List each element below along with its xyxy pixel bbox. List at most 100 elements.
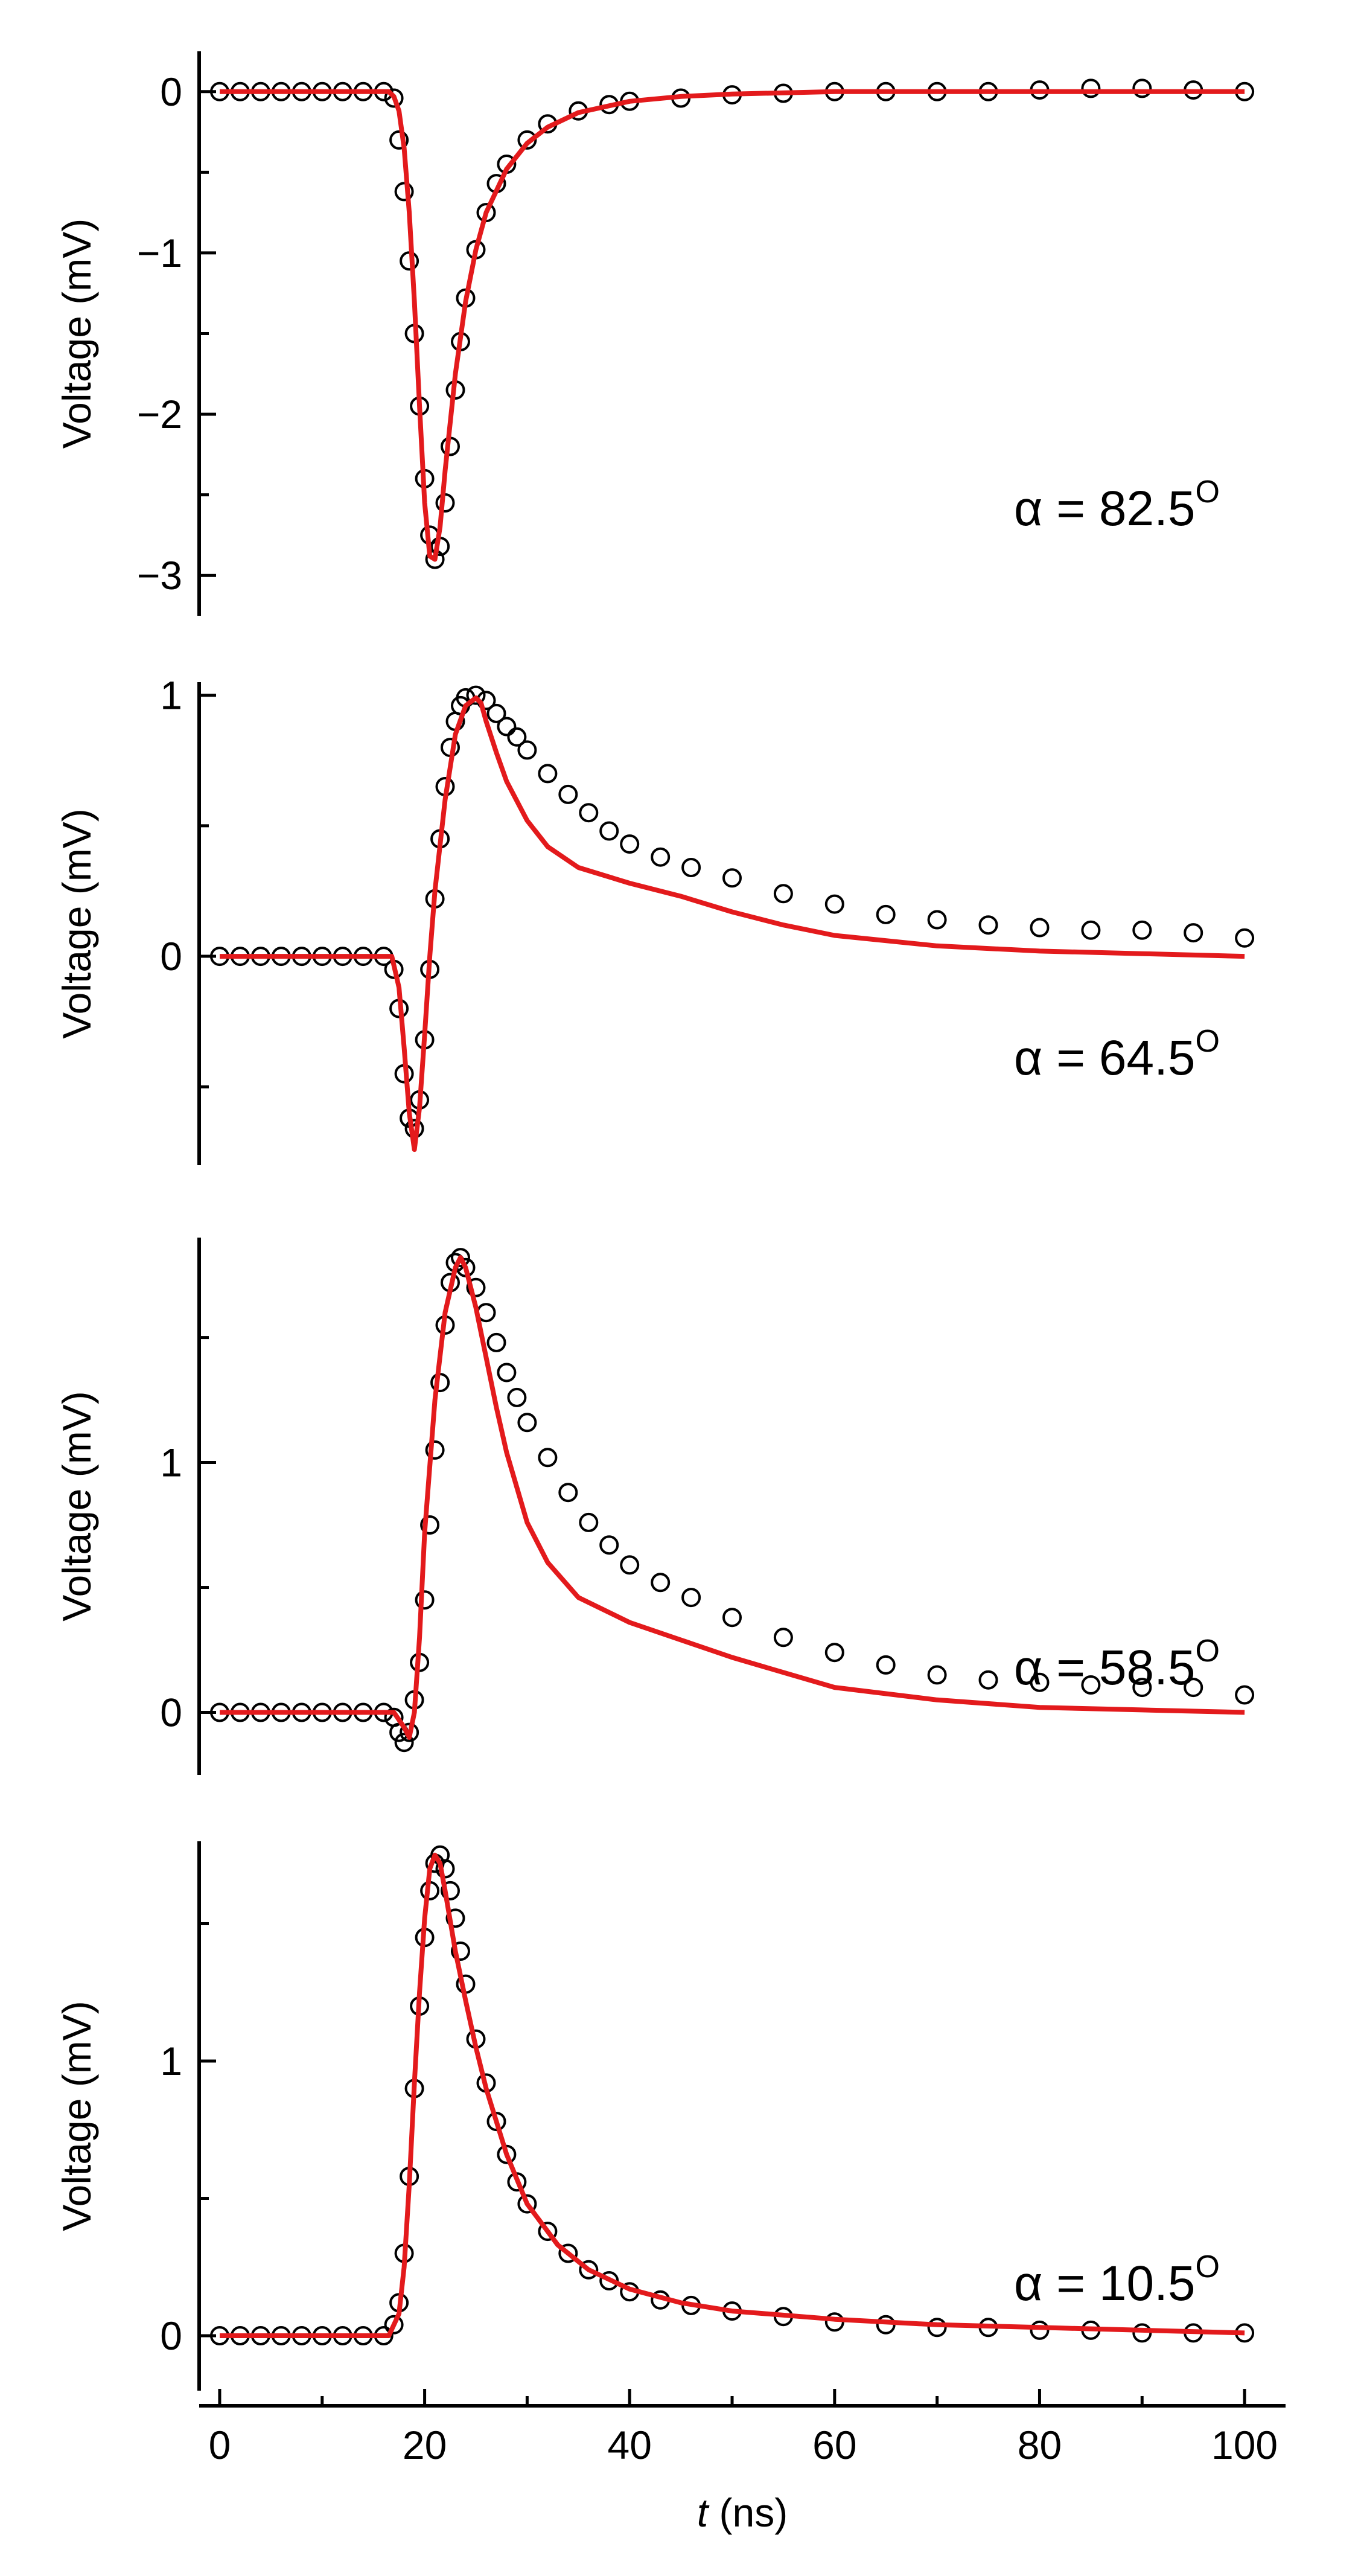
data-point <box>558 2243 578 2263</box>
data-point <box>1184 923 1203 943</box>
panel-3: 0 1 Voltage (mV) α = 58.5O <box>54 1238 1255 1775</box>
model-fit-line <box>220 89 1245 562</box>
data-point <box>927 2318 947 2338</box>
data-point <box>1235 1685 1255 1705</box>
y-tick-label: 1 <box>160 1440 182 1485</box>
panel-2: 0 1 Voltage (mV) α = 64.5O <box>54 673 1255 1165</box>
data-point <box>1081 78 1101 98</box>
data-point <box>773 884 793 904</box>
y-tick-label: −1 <box>137 231 182 275</box>
data-point <box>681 1588 701 1608</box>
data-point <box>538 764 558 784</box>
data-point <box>824 1643 844 1663</box>
data-point <box>441 1881 460 1900</box>
data-point <box>876 904 896 924</box>
data-point <box>415 1590 435 1610</box>
panel-annotation: α = 10.5O <box>1014 2249 1220 2311</box>
data-point <box>651 847 671 867</box>
model-fit-line <box>220 1852 1245 2338</box>
data-point <box>507 727 527 747</box>
panel-annotation: α = 58.5O <box>1014 1634 1220 1695</box>
data-point <box>486 1332 506 1352</box>
x-tick-label: 40 <box>607 2423 651 2467</box>
y-tick-label: 0 <box>160 934 182 979</box>
data-point <box>400 251 419 271</box>
data-point <box>486 2112 506 2132</box>
model-fit-line <box>220 1255 1245 1740</box>
data-point <box>486 703 506 723</box>
data-point <box>400 1722 419 1742</box>
data-point <box>384 2315 404 2335</box>
data-point <box>451 1942 470 1961</box>
data-point <box>978 915 998 935</box>
panel-annotation: α = 64.5O <box>1014 1024 1220 1085</box>
data-point <box>927 910 947 930</box>
panel-annotation: α = 82.5O <box>1014 475 1220 536</box>
data-point <box>579 803 599 823</box>
data-point <box>876 1655 896 1675</box>
y-axis-title: Voltage (mV) <box>54 808 99 1039</box>
data-point <box>1132 78 1152 98</box>
data-point <box>517 740 537 760</box>
data-point <box>722 868 742 888</box>
data-point <box>824 2312 844 2332</box>
data-point <box>1184 1678 1203 1698</box>
data-point <box>538 1448 558 1468</box>
data-point <box>978 1670 998 1690</box>
data-point <box>517 2194 537 2214</box>
data-point <box>722 1608 742 1628</box>
y-tick-label: −2 <box>137 392 182 436</box>
data-point <box>927 1665 947 1685</box>
model-fit-line <box>220 695 1245 1152</box>
data-point <box>876 2315 896 2335</box>
x-tick-label: 80 <box>1018 2423 1062 2467</box>
data-point <box>517 1413 537 1433</box>
data-point <box>384 88 404 108</box>
data-point <box>599 1535 619 1555</box>
data-point <box>1132 1678 1152 1698</box>
data-point <box>1132 920 1152 940</box>
data-point <box>451 1248 470 1268</box>
data-point <box>579 2260 599 2280</box>
data-point <box>599 821 619 841</box>
data-point <box>497 717 517 737</box>
data-point <box>466 685 486 705</box>
data-point <box>1081 1675 1101 1695</box>
data-point <box>1030 2320 1050 2340</box>
data-point <box>497 2144 517 2164</box>
data-point <box>1132 2323 1152 2343</box>
data-point <box>558 784 578 804</box>
data-point <box>445 1908 465 1928</box>
data-point <box>651 1573 671 1593</box>
y-tick-label: 1 <box>160 673 182 718</box>
data-point <box>579 1512 599 1532</box>
data-point <box>394 182 414 202</box>
data-point <box>538 2222 558 2242</box>
x-tick-label: 100 <box>1211 2423 1278 2467</box>
x-tick-label: 20 <box>403 2423 447 2467</box>
data-point <box>1030 918 1050 938</box>
data-point <box>558 1483 578 1503</box>
data-point <box>394 1733 414 1753</box>
x-axis: 0 20 40 60 80 100 t (ns) <box>199 2389 1286 2535</box>
y-tick-label: 1 <box>160 2039 182 2083</box>
data-point <box>497 1363 517 1382</box>
y-axis-title: Voltage (mV) <box>54 2001 99 2231</box>
data-point <box>773 1628 793 1648</box>
y-tick-label: 0 <box>160 2313 182 2358</box>
data-point <box>1081 920 1101 940</box>
y-axis-title: Voltage (mV) <box>54 1391 99 1622</box>
data-point <box>681 858 701 877</box>
x-tick-label: 0 <box>209 2423 231 2467</box>
data-point <box>466 1277 486 1297</box>
data-point <box>425 1440 445 1460</box>
data-point <box>824 894 844 914</box>
y-tick-label: 0 <box>160 69 182 114</box>
data-point <box>620 834 640 854</box>
data-point <box>435 1859 455 1879</box>
data-point <box>389 130 409 150</box>
x-axis-title: t (ns) <box>697 2490 788 2535</box>
panel-4: 0 1 Voltage (mV) α = 10.5O <box>54 1841 1255 2391</box>
data-point <box>1235 928 1255 948</box>
